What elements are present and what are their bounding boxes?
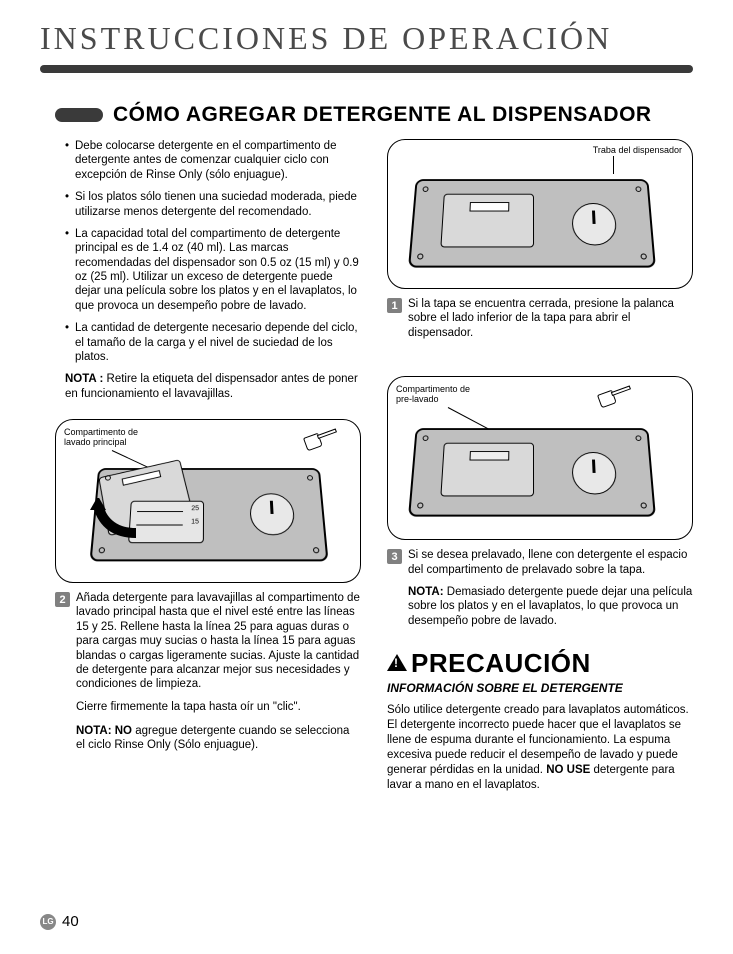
step-text: Si se desea prelavado, llene con deterge… [408, 548, 693, 577]
note-text: Demasiado detergente puede dejar una pel… [408, 586, 692, 627]
step-1: 1 Si la tapa se encuentra cerrada, presi… [387, 297, 693, 340]
prewash-compartment [469, 451, 509, 460]
warning-icon [387, 654, 407, 671]
rinse-aid-dial [571, 452, 617, 494]
columns: Debe colocarse detergente en el comparti… [55, 139, 693, 793]
step-badge: 3 [387, 549, 402, 564]
title-rule [40, 65, 693, 73]
fig1-callout: Traba del dispensador [593, 146, 682, 156]
note-text: Retire la etiqueta del dispensador antes… [65, 373, 358, 399]
caution-body-bold: NO USE [546, 764, 590, 776]
rinse-aid-dial [249, 493, 295, 535]
note-label: NOTA : [65, 373, 103, 385]
step-3: 3 Si se desea prelavado, llene con deter… [387, 548, 693, 577]
bullet-item: La cantidad de detergente necesario depe… [75, 321, 361, 364]
lg-logo-icon: LG [40, 914, 56, 930]
step-2: 2 Añada detergente para lavavajillas al … [55, 591, 361, 692]
page-number: 40 [62, 913, 79, 930]
dispenser-body [408, 428, 656, 517]
figure-3: Compartimento de pre-lavado [387, 376, 693, 540]
step-2-line2: Cierre firmemente la tapa hasta oír un "… [55, 700, 361, 714]
scoop-icon [301, 421, 341, 455]
fig3-callout: Compartimento de pre-lavado [396, 385, 476, 405]
caution-heading: PRECAUCIÓN [387, 648, 693, 679]
mark-15: 15 [191, 519, 199, 526]
caution-subtitle: INFORMACIÓN SOBRE EL DETERGENTE [387, 681, 693, 695]
figure-2: Compartimento de lavado principal 25 15 [55, 419, 361, 583]
mark-25: 25 [191, 505, 199, 512]
step-2-note: NOTA: NO agregue detergente cuando se se… [55, 724, 361, 753]
bullet-item: Si los platos sólo tienen una suciedad m… [75, 190, 361, 219]
section-header: CÓMO AGREGAR DETERGENTE AL DISPENSADOR [55, 103, 693, 127]
dispenser-lid-closed [440, 443, 534, 497]
bullet-item: La capacidad total del compartimento de … [75, 227, 361, 313]
open-arrow-icon [86, 498, 146, 538]
step-2-main: Añada detergente para lavavajillas al co… [76, 592, 360, 690]
bullet-list: Debe colocarse detergente en el comparti… [55, 139, 361, 364]
note-top: NOTA : Retire la etiqueta del dispensado… [55, 372, 361, 401]
dispenser-body [408, 179, 656, 268]
step-3-note: NOTA: Demasiado detergente puede dejar u… [387, 585, 693, 628]
section-title: CÓMO AGREGAR DETERGENTE AL DISPENSADOR [113, 103, 652, 127]
note-label: NOTA: NO [76, 725, 132, 737]
callout-line [613, 156, 614, 174]
bullet-item: Debe colocarse detergente en el comparti… [75, 139, 361, 182]
scoop-icon [595, 378, 635, 412]
page-title: INSTRUCCIONES DE OPERACIÓN [40, 20, 693, 57]
section-pill [55, 108, 103, 122]
right-column: Traba del dispensador 1 Si la tapa se en… [387, 139, 693, 793]
caution-body: Sólo utilice detergente creado para lava… [387, 703, 693, 793]
rinse-aid-dial [571, 203, 617, 245]
caution-title: PRECAUCIÓN [411, 648, 591, 679]
step-badge: 1 [387, 298, 402, 313]
page-footer: LG 40 [40, 913, 79, 930]
left-column: Debe colocarse detergente en el comparti… [55, 139, 361, 793]
note-label: NOTA: [408, 586, 444, 598]
step-badge: 2 [55, 592, 70, 607]
figure-1: Traba del dispensador [387, 139, 693, 289]
step-text: Añada detergente para lavavajillas al co… [76, 591, 361, 692]
step-text: Si la tapa se encuentra cerrada, presion… [408, 297, 693, 340]
fig2-callout: Compartimento de lavado principal [64, 428, 144, 448]
dispenser-lid-closed [440, 194, 534, 248]
callout-line [112, 450, 149, 468]
